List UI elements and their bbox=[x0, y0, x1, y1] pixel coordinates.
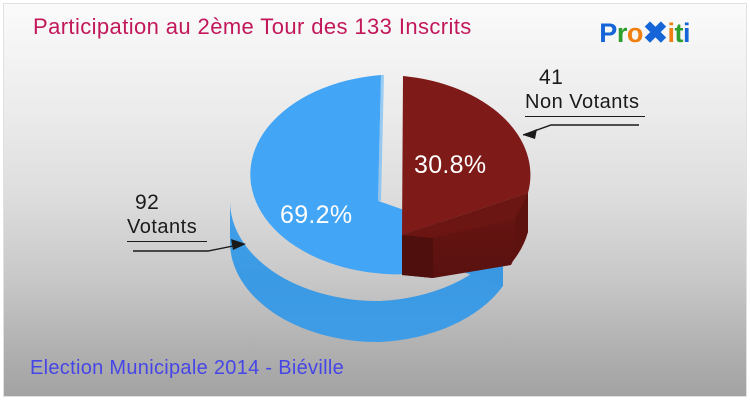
callout-non-votants-label: Non Votants bbox=[525, 90, 646, 117]
logo-letter-t: t bbox=[674, 18, 683, 48]
callout-non-votants: 41 Non Votants bbox=[525, 66, 646, 117]
leader-line-non-votants bbox=[522, 124, 639, 139]
slice-non-votants-top[interactable] bbox=[402, 76, 531, 235]
logo-letter-i1: i bbox=[667, 18, 675, 48]
callout-non-votants-value: 41 bbox=[539, 66, 564, 89]
logo-letter-i2: i bbox=[682, 18, 691, 48]
slice-percent-non-votants: 30.8% bbox=[414, 151, 487, 179]
callout-votants-label: Votants bbox=[127, 215, 208, 242]
logo-letter-r: r bbox=[616, 18, 628, 48]
page-title: Participation au 2ème Tour des 133 Inscr… bbox=[33, 14, 472, 39]
pie-graphic bbox=[3, 3, 750, 400]
callout-votants-value: 92 bbox=[135, 191, 160, 214]
callout-votants: 92 Votants bbox=[127, 191, 208, 242]
chart-footer-caption: Election Municipale 2014 - Biéville bbox=[30, 357, 344, 379]
slice-percent-votants: 69.2% bbox=[280, 201, 353, 229]
logo-letter-o: o bbox=[626, 18, 644, 48]
logo-letter-x: ✖ bbox=[642, 17, 668, 50]
leader-line-votants bbox=[133, 239, 246, 252]
proxiti-logo[interactable]: Pro✖iti bbox=[599, 15, 690, 50]
logo-letter-p: P bbox=[599, 18, 617, 48]
